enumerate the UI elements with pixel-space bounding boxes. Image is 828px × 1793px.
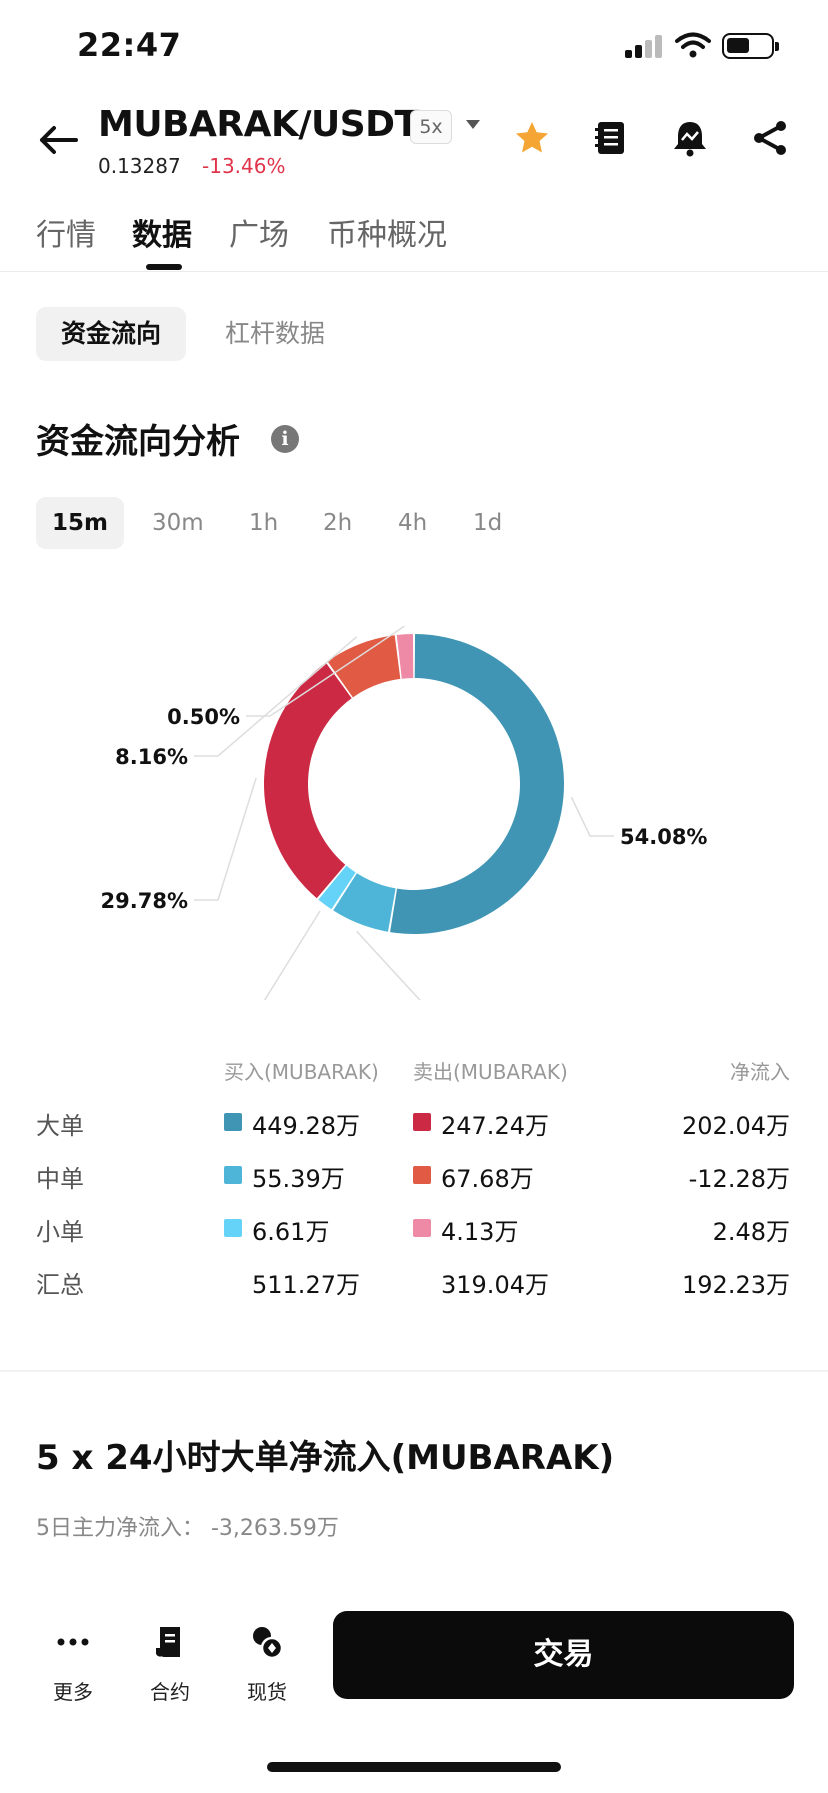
sell-color-swatch	[413, 1113, 431, 1131]
tab-coin-overview[interactable]: 币种概况	[327, 218, 447, 253]
timeframe-2h[interactable]: 2h	[323, 510, 353, 536]
net-value: -12.28万	[688, 1165, 790, 1193]
row-label-total: 汇总	[36, 1271, 84, 1299]
slice-percent-label: 29.78%	[101, 889, 188, 913]
last-price: 0.13287	[98, 154, 181, 178]
home-indicator	[267, 1762, 561, 1772]
cellular-signal-icon	[625, 34, 665, 58]
price-alert-bell-icon[interactable]	[670, 118, 710, 158]
futures-button[interactable]: 合约	[130, 1622, 210, 1705]
donut-slice	[390, 634, 564, 934]
spot-label: 现货	[247, 1680, 287, 1704]
total-sell-value: 319.04万	[441, 1271, 549, 1299]
five-day-net-inflow: 5日主力净流入： -3,263.59万	[36, 1516, 339, 1541]
tab-market[interactable]: 行情	[36, 218, 96, 253]
slice-leader-line	[263, 910, 321, 1000]
column-header-buy: 买入(MUBARAK)	[224, 1060, 379, 1084]
subtab-fund-flow[interactable]: 资金流向	[36, 307, 186, 361]
timeframe-30m[interactable]: 30m	[152, 510, 204, 536]
section-title: 资金流向分析	[36, 422, 240, 462]
subtab-leverage-data[interactable]: 杠杆数据	[225, 319, 326, 348]
buy-color-swatch	[224, 1219, 242, 1237]
active-tab-indicator	[146, 264, 182, 270]
share-icon[interactable]	[750, 118, 790, 158]
buy-value: 55.39万	[252, 1165, 345, 1193]
donut-slice	[264, 662, 352, 899]
large-order-section-title: 5 x 24小时大单净流入(MUBARAK)	[36, 1438, 615, 1478]
row-label-large: 大单	[36, 1112, 84, 1140]
sell-value: 247.24万	[441, 1112, 549, 1140]
donut-slice	[333, 873, 396, 932]
sell-color-swatch	[413, 1219, 431, 1237]
wifi-icon	[675, 32, 711, 58]
slice-leader-line	[356, 930, 421, 1000]
buy-color-swatch	[224, 1166, 242, 1184]
more-button[interactable]: 更多	[33, 1622, 113, 1705]
info-icon[interactable]: i	[271, 425, 299, 453]
timeframe-15m[interactable]: 15m	[36, 497, 124, 549]
donut-slice	[318, 865, 356, 910]
price-change: -13.46%	[202, 154, 286, 178]
star-icon[interactable]	[512, 118, 552, 158]
leverage-badge: 5x	[410, 110, 452, 144]
slice-leader-line	[194, 777, 257, 901]
total-buy-value: 511.27万	[252, 1271, 360, 1299]
slice-leader-line	[194, 636, 358, 757]
tab-data[interactable]: 数据	[132, 218, 192, 253]
total-net-value: 192.23万	[682, 1271, 790, 1299]
spot-button[interactable]: 现货	[227, 1622, 307, 1705]
more-dots-icon	[57, 1638, 89, 1646]
status-time: 22:47	[77, 26, 182, 64]
sell-color-swatch	[413, 1166, 431, 1184]
tab-square[interactable]: 广场	[229, 218, 289, 253]
slice-leader-line	[570, 796, 614, 837]
contract-icon	[155, 1627, 180, 1657]
buy-value: 449.28万	[252, 1112, 360, 1140]
timeframe-1h[interactable]: 1h	[249, 510, 279, 536]
spot-coins-icon	[253, 1627, 284, 1660]
section-divider	[0, 1370, 828, 1372]
column-header-sell: 卖出(MUBARAK)	[413, 1060, 568, 1084]
net-value: 2.48万	[712, 1218, 790, 1246]
battery-icon	[722, 33, 779, 59]
row-label-medium: 中单	[36, 1165, 84, 1193]
more-label: 更多	[53, 1680, 93, 1704]
back-arrow-icon[interactable]	[36, 118, 80, 162]
row-label-small: 小单	[36, 1218, 84, 1246]
fund-flow-donut-chart: 54.08%6.68%0.80%29.78%8.16%0.50%	[101, 625, 707, 1000]
sell-value: 67.68万	[441, 1165, 534, 1193]
donut-slice	[396, 634, 414, 679]
buy-color-swatch	[224, 1113, 242, 1131]
chevron-down-icon[interactable]	[466, 120, 480, 129]
net-value: 202.04万	[682, 1112, 790, 1140]
slice-leader-line	[246, 625, 405, 717]
slice-percent-label: 54.08%	[620, 825, 707, 849]
sell-value: 4.13万	[441, 1218, 519, 1246]
futures-label: 合约	[150, 1680, 190, 1704]
tabs-divider	[0, 271, 828, 272]
timeframe-1d[interactable]: 1d	[473, 510, 503, 536]
timeframe-4h[interactable]: 4h	[398, 510, 428, 536]
slice-percent-label: 0.50%	[167, 705, 240, 729]
pair-title[interactable]: MUBARAK/USDT	[98, 104, 419, 145]
donut-slice	[327, 635, 401, 698]
trade-button[interactable]: 交易	[333, 1611, 794, 1699]
buy-value: 6.61万	[252, 1218, 330, 1246]
slice-percent-label: 8.16%	[115, 745, 188, 769]
column-header-net: 净流入	[730, 1060, 790, 1084]
notebook-icon[interactable]	[591, 118, 631, 158]
